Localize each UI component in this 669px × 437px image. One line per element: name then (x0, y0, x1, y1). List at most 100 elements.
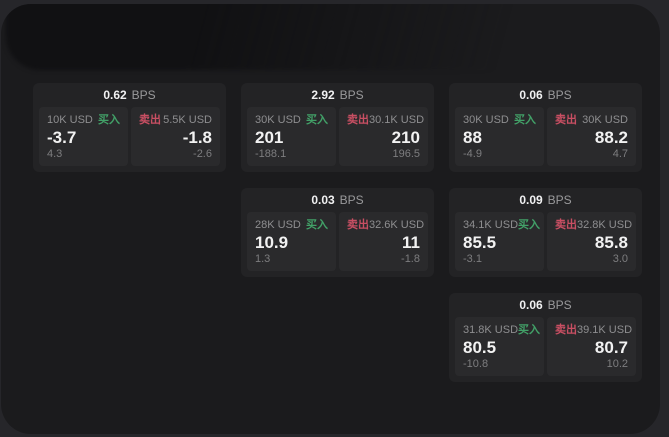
buy-panel[interactable]: 34.1K USD 买入 85.5 -3.1 (455, 212, 544, 271)
bps-unit-label: BPS (547, 298, 572, 312)
sell-delta: 10.2 (606, 358, 628, 370)
spread-bps-value: 0.09 (519, 193, 543, 207)
card-header: 0.09 BPS (449, 188, 642, 212)
buy-size-label: 10K USD (47, 114, 93, 126)
sell-price: 210 (391, 127, 420, 147)
buy-top-row: 30K USD 买入 (255, 114, 328, 126)
card-header: 0.06 BPS (449, 83, 642, 107)
sell-size-label: 30K USD (582, 114, 628, 126)
card-header: 0.62 BPS (33, 83, 226, 107)
spread-bps-value: 0.06 (519, 88, 543, 102)
buy-size-label: 30K USD (255, 114, 301, 126)
bps-unit-label: BPS (547, 88, 572, 102)
sell-panel[interactable]: 卖出 39.1K USD 80.7 10.2 (547, 317, 636, 376)
sell-side-label: 卖出 (555, 324, 577, 336)
buy-size-label: 30K USD (463, 114, 509, 126)
sell-delta: -2.6 (193, 148, 212, 160)
buy-top-row: 28K USD 买入 (255, 219, 328, 231)
quote-panels: 30K USD 买入 88 -4.9 卖出 30K USD 88.2 4.7 (449, 107, 642, 172)
sell-top-row: 卖出 5.5K USD (139, 114, 212, 126)
sell-panel[interactable]: 卖出 32.8K USD 85.8 3.0 (547, 212, 636, 271)
buy-size-label: 31.8K USD (463, 324, 519, 336)
sell-panel[interactable]: 卖出 30.1K USD 210 196.5 (339, 107, 428, 166)
quote-card: 0.06 BPS 30K USD 买入 88 -4.9 卖出 30K USD 8… (449, 83, 642, 172)
sell-side-label: 卖出 (555, 114, 577, 126)
quote-panels: 10K USD 买入 -3.7 4.3 卖出 5.5K USD -1.8 -2.… (33, 107, 226, 172)
buy-side-label: 买入 (306, 219, 328, 231)
sell-top-row: 卖出 32.8K USD (555, 219, 632, 231)
cards-grid: 0.62 BPS 10K USD 买入 -3.7 4.3 卖出 5.5K USD… (33, 83, 642, 382)
quote-panels: 34.1K USD 买入 85.5 -3.1 卖出 32.8K USD 85.8… (449, 212, 642, 277)
spread-bps-value: 0.06 (519, 298, 543, 312)
buy-delta: -188.1 (255, 148, 287, 160)
quote-card: 0.62 BPS 10K USD 买入 -3.7 4.3 卖出 5.5K USD… (33, 83, 226, 172)
sell-side-label: 卖出 (347, 219, 369, 231)
sell-delta: 3.0 (612, 253, 628, 265)
buy-size-label: 34.1K USD (463, 219, 519, 231)
sell-top-row: 卖出 30.1K USD (347, 114, 424, 126)
sell-size-label: 32.8K USD (577, 219, 633, 231)
sell-side-label: 卖出 (347, 114, 369, 126)
card-header: 2.92 BPS (241, 83, 434, 107)
buy-panel[interactable]: 31.8K USD 买入 80.5 -10.8 (455, 317, 544, 376)
buy-size-label: 28K USD (255, 219, 301, 231)
buy-panel[interactable]: 10K USD 买入 -3.7 4.3 (39, 107, 128, 166)
sell-side-label: 卖出 (555, 219, 577, 231)
buy-panel[interactable]: 30K USD 买入 201 -188.1 (247, 107, 336, 166)
buy-side-label: 买入 (518, 219, 541, 231)
buy-side-label: 买入 (518, 324, 541, 336)
sell-panel[interactable]: 卖出 32.6K USD 11 -1.8 (339, 212, 428, 271)
sell-size-label: 32.6K USD (369, 219, 425, 231)
sell-panel[interactable]: 卖出 30K USD 88.2 4.7 (547, 107, 636, 166)
buy-panel[interactable]: 30K USD 买入 88 -4.9 (455, 107, 544, 166)
sell-top-row: 卖出 30K USD (555, 114, 628, 126)
buy-delta: 4.3 (47, 148, 63, 160)
buy-delta: -4.9 (463, 148, 482, 160)
buy-delta: -3.1 (463, 253, 482, 265)
quote-panels: 31.8K USD 买入 80.5 -10.8 卖出 39.1K USD 80.… (449, 317, 642, 382)
spread-bps-value: 2.92 (311, 88, 335, 102)
buy-side-label: 买入 (98, 114, 120, 126)
buy-top-row: 30K USD 买入 (463, 114, 536, 126)
quote-panels: 30K USD 买入 201 -188.1 卖出 30.1K USD 210 1… (241, 107, 434, 172)
sell-size-label: 5.5K USD (163, 114, 212, 126)
buy-price: 201 (255, 127, 284, 147)
spread-bps-value: 0.62 (103, 88, 127, 102)
buy-side-label: 买入 (514, 114, 536, 126)
sell-top-row: 卖出 39.1K USD (555, 324, 632, 336)
buy-price: 85.5 (463, 232, 497, 252)
bps-unit-label: BPS (547, 193, 572, 207)
buy-top-row: 31.8K USD 买入 (463, 324, 540, 336)
buy-side-label: 买入 (306, 114, 328, 126)
buy-delta: 1.3 (255, 253, 271, 265)
bps-unit-label: BPS (339, 88, 364, 102)
sell-top-row: 卖出 32.6K USD (347, 219, 424, 231)
sell-delta: 196.5 (392, 148, 420, 160)
corner-shade (6, 4, 566, 70)
sell-delta: -1.8 (401, 253, 420, 265)
buy-delta: -10.8 (463, 358, 489, 370)
sell-size-label: 30.1K USD (369, 114, 425, 126)
card-header: 0.06 BPS (449, 293, 642, 317)
sell-side-label: 卖出 (139, 114, 161, 126)
sell-delta: 4.7 (612, 148, 628, 160)
quote-panels: 28K USD 买入 10.9 1.3 卖出 32.6K USD 11 -1.8 (241, 212, 434, 277)
buy-price: 80.5 (463, 337, 497, 357)
buy-top-row: 10K USD 买入 (47, 114, 120, 126)
buy-price: 10.9 (255, 232, 289, 252)
buy-panel[interactable]: 28K USD 买入 10.9 1.3 (247, 212, 336, 271)
bps-unit-label: BPS (339, 193, 364, 207)
quote-card: 2.92 BPS 30K USD 买入 201 -188.1 卖出 30.1K … (241, 83, 434, 172)
bps-unit-label: BPS (131, 88, 156, 102)
card-header: 0.03 BPS (241, 188, 434, 212)
quote-card: 0.09 BPS 34.1K USD 买入 85.5 -3.1 卖出 32.8K… (449, 188, 642, 277)
quote-card: 0.03 BPS 28K USD 买入 10.9 1.3 卖出 32.6K US… (241, 188, 434, 277)
quote-card: 0.06 BPS 31.8K USD 买入 80.5 -10.8 卖出 39.1… (449, 293, 642, 382)
sell-panel[interactable]: 卖出 5.5K USD -1.8 -2.6 (131, 107, 220, 166)
sell-price: 88.2 (594, 127, 628, 147)
sell-price: 11 (402, 232, 420, 252)
buy-price: 88 (463, 127, 482, 147)
buy-top-row: 34.1K USD 买入 (463, 219, 540, 231)
sell-size-label: 39.1K USD (577, 324, 633, 336)
sell-price: 85.8 (594, 232, 628, 252)
